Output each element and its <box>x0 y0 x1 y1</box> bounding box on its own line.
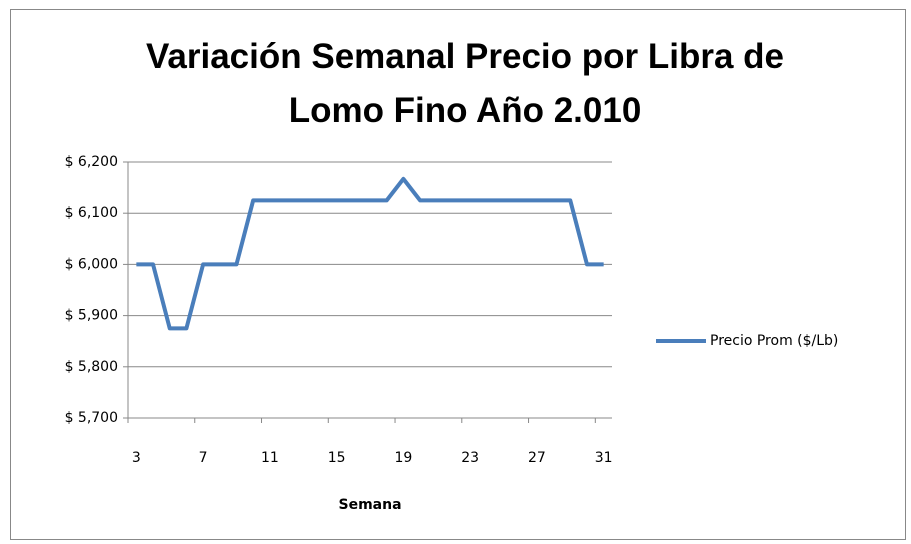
legend-label: Precio Prom ($/Lb) <box>710 333 838 349</box>
x-tick-label: 15 <box>328 450 346 466</box>
x-tick-label: 31 <box>595 450 613 466</box>
x-tick-label: 3 <box>132 450 141 466</box>
x-tick-label: 19 <box>394 450 412 466</box>
y-tick-label: $ 6,100 <box>65 205 118 221</box>
x-axis-title: Semana <box>338 497 401 513</box>
chart-title: Variación Semanal Precio por Libra de Lo… <box>145 37 784 130</box>
data-line <box>136 176 604 331</box>
y-tick-label: $ 5,900 <box>65 308 118 324</box>
y-tick-label: $ 6,000 <box>65 256 118 272</box>
x-tick-label: 11 <box>261 450 279 466</box>
chart-border <box>10 9 906 540</box>
x-tick-label: 23 <box>461 450 479 466</box>
y-tick-label: $ 5,700 <box>65 410 118 426</box>
x-tick-label: 27 <box>528 450 546 466</box>
y-tick-label: $ 5,800 <box>65 359 118 375</box>
y-tick-label: $ 6,200 <box>65 154 118 170</box>
x-tick-label: 7 <box>199 450 208 466</box>
